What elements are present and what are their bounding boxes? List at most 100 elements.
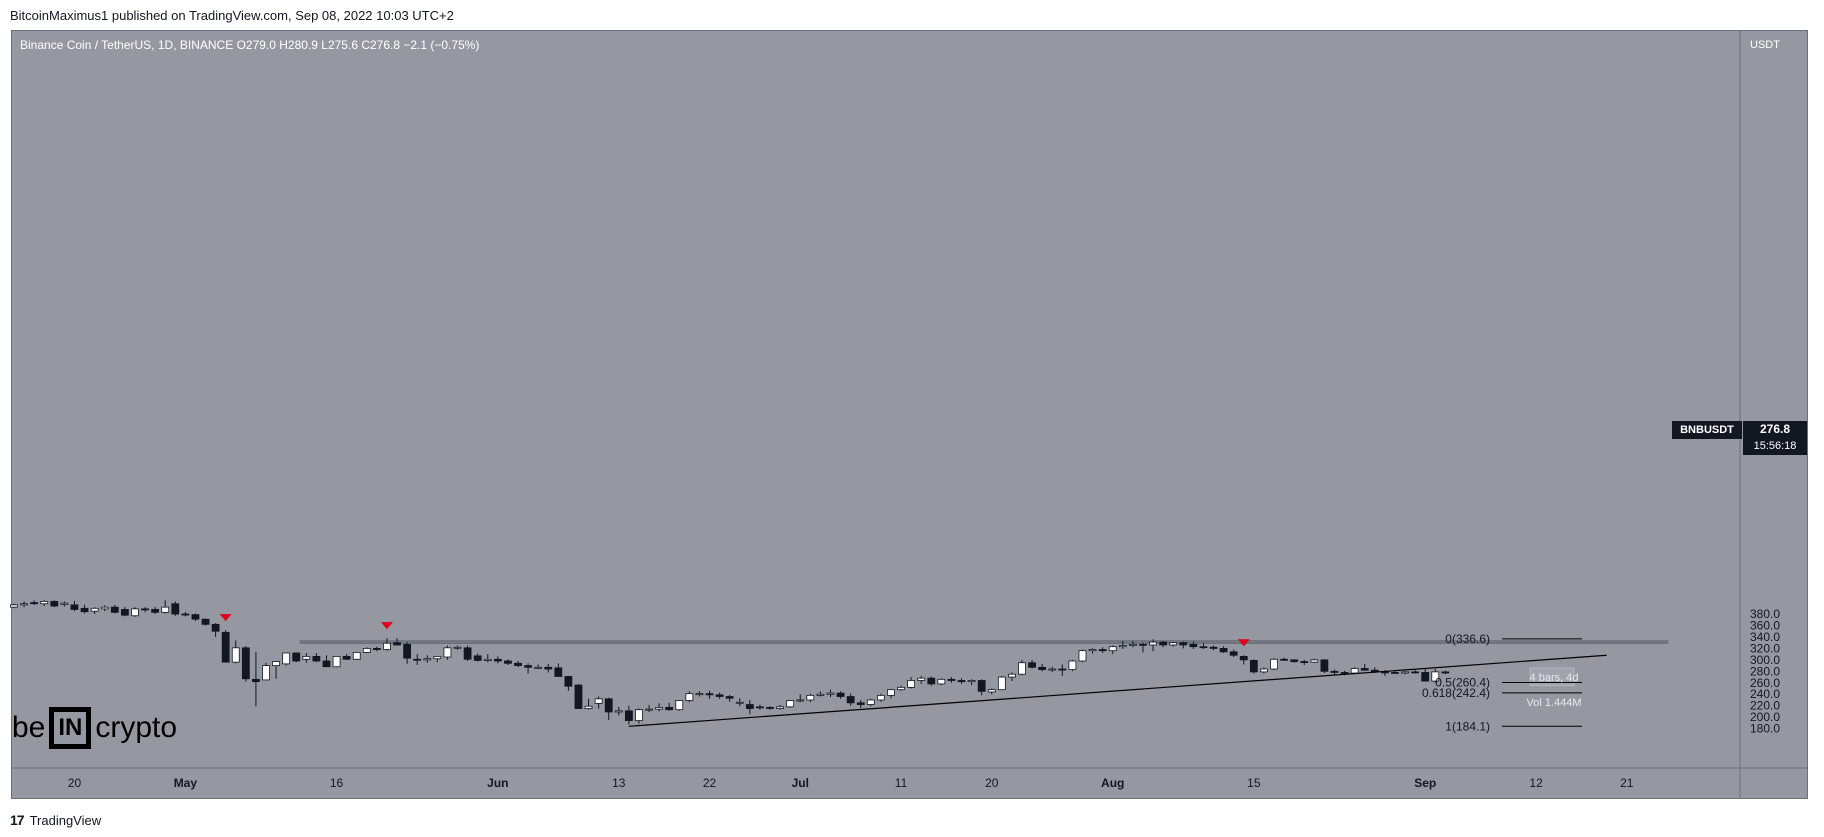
candle[interactable] — [705, 693, 714, 696]
candle[interactable] — [181, 613, 190, 616]
candle[interactable] — [1401, 671, 1409, 674]
candle[interactable] — [675, 700, 684, 711]
candle[interactable] — [796, 699, 805, 702]
candle[interactable] — [826, 692, 835, 695]
candle[interactable] — [90, 607, 99, 612]
candle[interactable] — [1441, 671, 1450, 674]
candle[interactable] — [806, 694, 815, 701]
candle[interactable] — [584, 705, 593, 709]
candle[interactable] — [1290, 659, 1299, 662]
candle[interactable] — [302, 656, 311, 660]
candle[interactable] — [100, 606, 109, 610]
candle[interactable] — [987, 689, 996, 693]
candle[interactable] — [120, 609, 129, 616]
candle[interactable] — [957, 680, 966, 683]
candle[interactable] — [1310, 659, 1319, 663]
candle[interactable] — [262, 665, 270, 681]
candle[interactable] — [332, 656, 341, 668]
candle[interactable] — [322, 660, 331, 668]
candle[interactable] — [60, 602, 69, 605]
candle[interactable] — [191, 614, 200, 620]
candle[interactable] — [504, 660, 512, 664]
chart-frame[interactable] — [11, 30, 1808, 799]
candle[interactable] — [574, 684, 583, 709]
candle[interactable] — [1118, 645, 1127, 648]
candle[interactable] — [554, 667, 563, 677]
candle[interactable] — [1219, 648, 1228, 653]
candle[interactable] — [1209, 646, 1218, 649]
candle[interactable] — [816, 693, 825, 696]
candle[interactable] — [866, 699, 875, 705]
candle[interactable] — [383, 642, 391, 650]
candle[interactable] — [1088, 649, 1097, 652]
candle[interactable] — [524, 665, 532, 668]
candle[interactable] — [907, 680, 916, 688]
candle[interactable] — [735, 701, 744, 704]
candle[interactable] — [836, 692, 845, 697]
candle[interactable] — [1189, 643, 1198, 648]
tradingview-footer[interactable]: 17 TradingView — [10, 812, 101, 828]
candle[interactable] — [423, 658, 432, 661]
candle[interactable] — [221, 631, 230, 663]
candle[interactable] — [352, 652, 361, 660]
candle[interactable] — [110, 606, 119, 613]
candle[interactable] — [564, 676, 573, 687]
candle[interactable] — [50, 601, 59, 607]
candle[interactable] — [776, 706, 784, 709]
candle[interactable] — [1330, 670, 1339, 673]
candle[interactable] — [645, 708, 653, 711]
candle[interactable] — [1048, 668, 1057, 671]
candle[interactable] — [756, 706, 764, 709]
candle[interactable] — [745, 704, 754, 709]
candle[interactable] — [10, 604, 18, 608]
candle[interactable] — [80, 607, 89, 613]
candle[interactable] — [1199, 646, 1208, 649]
candle[interactable] — [231, 647, 240, 663]
candle[interactable] — [372, 648, 381, 650]
candle[interactable] — [433, 656, 442, 660]
candle[interactable] — [70, 604, 79, 610]
candle[interactable] — [967, 680, 976, 683]
candle[interactable] — [937, 678, 946, 685]
candle[interactable] — [403, 643, 412, 659]
candle[interactable] — [1169, 642, 1178, 646]
candle[interactable] — [393, 642, 401, 646]
candle[interactable] — [1149, 641, 1157, 646]
candle[interactable] — [897, 686, 905, 691]
candle[interactable] — [947, 678, 956, 681]
candle[interactable] — [1421, 672, 1430, 682]
candle[interactable] — [846, 696, 855, 704]
candle[interactable] — [1249, 660, 1258, 673]
candle[interactable] — [161, 606, 170, 613]
candle[interactable] — [443, 647, 452, 658]
candle[interactable] — [715, 694, 724, 697]
candle[interactable] — [786, 700, 795, 708]
candle[interactable] — [211, 623, 220, 632]
candle[interactable] — [1028, 662, 1036, 668]
candle[interactable] — [624, 710, 633, 721]
candle[interactable] — [171, 603, 180, 615]
candle[interactable] — [1068, 660, 1077, 670]
candle[interactable] — [1008, 673, 1016, 678]
candle[interactable] — [151, 609, 160, 613]
candle[interactable] — [514, 662, 522, 666]
candle[interactable] — [1229, 651, 1238, 656]
candle[interactable] — [30, 602, 39, 605]
candle[interactable] — [473, 655, 482, 661]
candle[interactable] — [362, 648, 371, 653]
candle[interactable] — [1038, 666, 1047, 670]
candle[interactable] — [856, 702, 865, 705]
candle[interactable] — [1391, 672, 1399, 674]
candle[interactable] — [635, 709, 643, 721]
candle[interactable] — [20, 603, 28, 606]
candle[interactable] — [1128, 643, 1137, 646]
candle[interactable] — [1340, 672, 1349, 674]
candle[interactable] — [685, 693, 694, 701]
candle[interactable] — [131, 608, 139, 617]
candle[interactable] — [282, 652, 291, 665]
candle[interactable] — [695, 693, 704, 696]
candle[interactable] — [342, 656, 351, 660]
candle[interactable] — [483, 658, 492, 661]
candle[interactable] — [292, 652, 301, 662]
